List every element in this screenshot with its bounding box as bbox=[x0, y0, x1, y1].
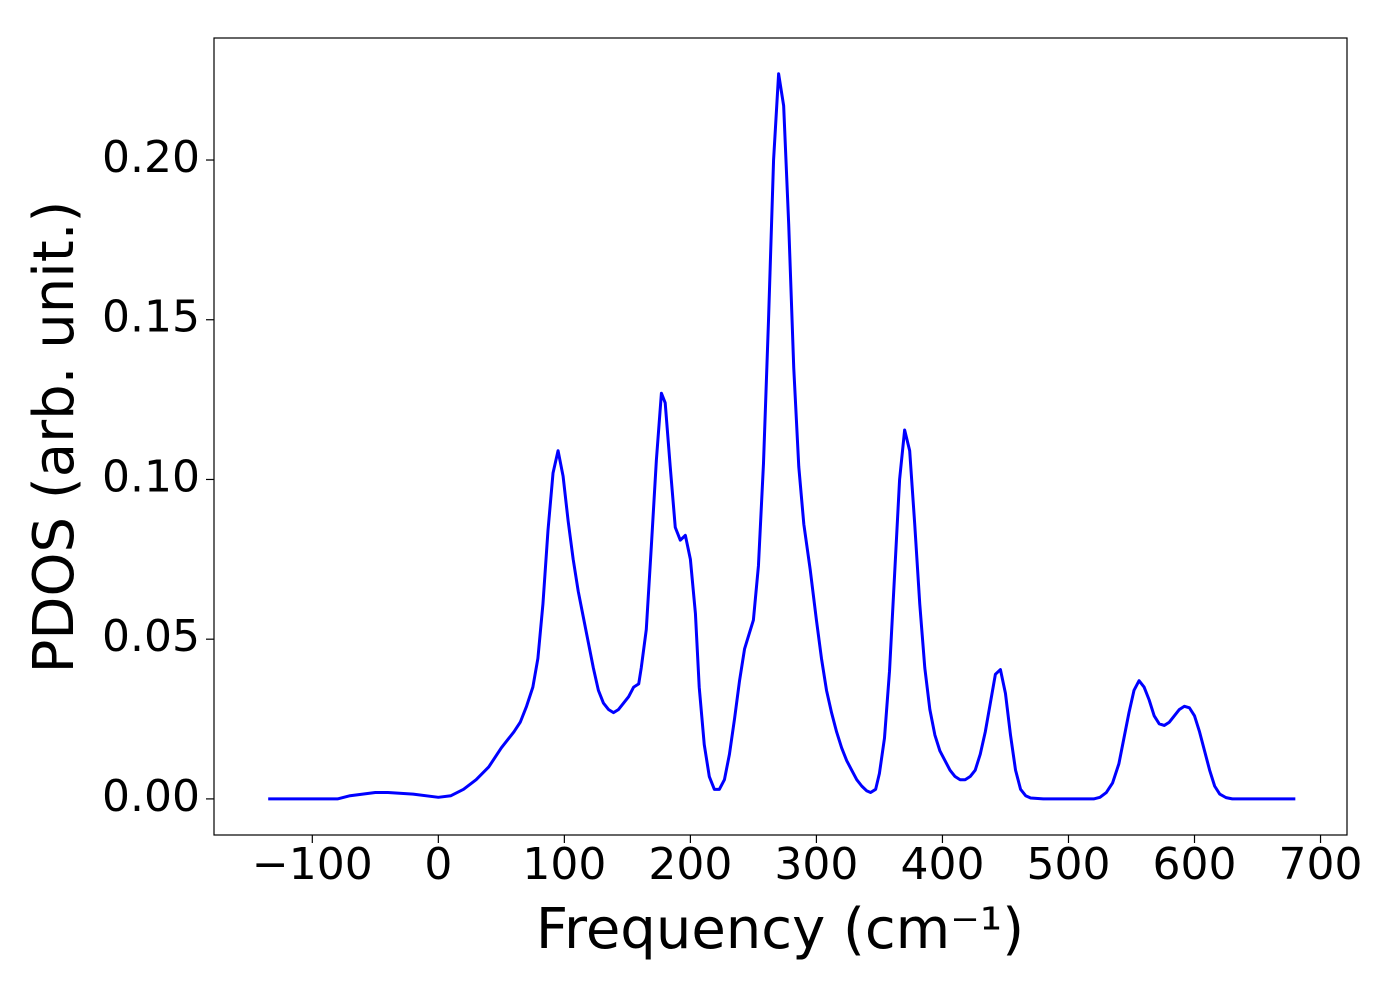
x-tick-label: 700 bbox=[1279, 839, 1363, 890]
x-tick-label: 200 bbox=[648, 839, 732, 890]
y-tick-label: 0.05 bbox=[102, 611, 200, 662]
y-axis-label: PDOS (arb. unit.) bbox=[22, 201, 87, 674]
y-tick-label: 0.15 bbox=[102, 292, 200, 343]
x-tick-label: 600 bbox=[1153, 839, 1237, 890]
x-tick-label: 500 bbox=[1026, 839, 1110, 890]
x-tick-label: 100 bbox=[522, 839, 606, 890]
y-tick-label: 0.10 bbox=[102, 451, 200, 502]
y-tick-label: 0.00 bbox=[102, 771, 200, 822]
y-tick-label: 0.20 bbox=[102, 132, 200, 183]
plot-frame bbox=[213, 37, 1348, 836]
x-tick-label: 400 bbox=[900, 839, 984, 890]
x-tick-label: −100 bbox=[252, 839, 373, 890]
data-line bbox=[268, 72, 1296, 801]
x-tick-label: 300 bbox=[774, 839, 858, 890]
x-axis-label: Frequency (cm⁻¹) bbox=[536, 897, 1024, 962]
x-tick-label: 0 bbox=[424, 839, 452, 890]
